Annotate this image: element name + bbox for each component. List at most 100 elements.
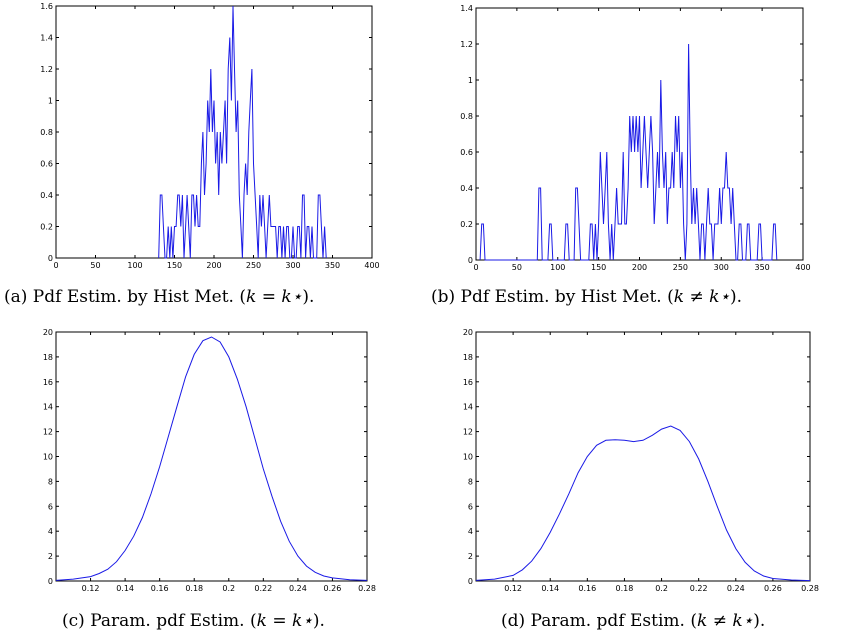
y-tick-label: 2 (468, 552, 473, 561)
x-tick-label: 0.2 (655, 584, 668, 593)
x-tick-label: 100 (550, 263, 565, 272)
y-tick-label: 0.2 (460, 220, 473, 229)
y-tick-label: 8 (48, 477, 53, 486)
y-tick-label: 8 (468, 477, 473, 486)
x-tick-label: 200 (206, 261, 221, 270)
x-tick-label: 0.14 (541, 584, 559, 593)
y-tick-label: 0.4 (460, 184, 473, 193)
x-tick-label: 0.22 (254, 584, 272, 593)
y-tick-label: 0 (468, 256, 473, 265)
x-tick-label: 0.12 (504, 584, 522, 593)
y-tick-label: 1.2 (40, 65, 53, 74)
x-tick-label: 350 (754, 263, 769, 272)
y-tick-label: 2 (48, 552, 53, 561)
x-tick-label: 0 (473, 263, 478, 272)
caption-a-math: k = k⋆ (246, 287, 303, 307)
caption-c-suffix: ). (312, 611, 325, 631)
y-tick-label: 1.4 (40, 34, 53, 43)
y-tick-label: 1.2 (460, 40, 473, 49)
chart-b: 0 50 100 150 200 250 300 350 400 0 0.2 0.4 0.6 0.8 1 1.… (460, 4, 810, 272)
pdf-curve (55, 336, 368, 581)
y-tick-label: 0.8 (460, 112, 473, 121)
caption-c-prefix: (c) Param. pdf Estim. ( (62, 611, 257, 631)
pdf-curve (475, 425, 811, 582)
y-tick-label: 0.2 (40, 223, 53, 232)
x-tick-label: 0.14 (116, 584, 134, 593)
caption-a-prefix: (a) Pdf Estim. by Hist Met. ( (4, 287, 247, 307)
y-tick-label: 18 (43, 353, 53, 362)
y-tick-label: 20 (43, 328, 53, 337)
y-tick-label: 0.6 (460, 148, 473, 157)
y-tick-label: 12 (463, 428, 473, 437)
x-tick-label: 150 (167, 261, 182, 270)
panel-a: 0 50 100 150 200 250 300 350 400 0 0.2 0.4 0.6 0.8 1 1.… (0, 0, 425, 320)
x-tick-label: 0.2 (222, 584, 235, 593)
y-tick-label: 1 (468, 76, 473, 85)
x-tick-label: 250 (673, 263, 688, 272)
y-tick-label: 10 (463, 453, 473, 462)
y-tick-label: 16 (463, 378, 473, 387)
y-tick-label: 10 (43, 453, 53, 462)
y-tick-label: 6 (48, 502, 53, 511)
caption-d-math: k ≠ k⋆ (696, 611, 754, 631)
caption-a-suffix: ). (302, 287, 315, 307)
caption-b-prefix: (b) Pdf Estim. by Hist Met. ( (431, 287, 674, 307)
y-tick-label: 12 (43, 428, 53, 437)
caption-b-suffix: ). (730, 287, 743, 307)
x-tick-label: 350 (325, 261, 340, 270)
chart-c: 0.12 0.14 0.16 0.18 0.2 0.22 0.24 0.26 0.28 0 2 4 6 8… (43, 328, 376, 593)
x-tick-label: 50 (512, 263, 522, 272)
x-tick-label: 100 (127, 261, 142, 270)
chart-d: 0.12 0.14 0.16 0.18 0.2 0.22 0.24 0.26 0.28 0 2 4 6 8… (463, 328, 819, 593)
panel-c: 0.12 0.14 0.16 0.18 0.2 0.22 0.24 0.26 0.28 0 2 4 6 8… (0, 320, 425, 642)
caption-b-math: k ≠ k⋆ (673, 287, 731, 307)
x-tick-label: 0.16 (151, 584, 169, 593)
x-tick-label: 250 (246, 261, 261, 270)
y-tick-label: 0.6 (40, 160, 53, 169)
y-tick-label: 18 (463, 353, 473, 362)
x-tick-label: 0.22 (690, 584, 708, 593)
y-tick-label: 4 (468, 527, 473, 536)
panel-d: 0.12 0.14 0.16 0.18 0.2 0.22 0.24 0.26 0.28 0 2 4 6 8… (425, 320, 851, 642)
caption-d-suffix: ). (753, 611, 766, 631)
plot-frame (475, 331, 811, 582)
y-tick-label: 1 (48, 97, 53, 106)
histogram-trace (158, 5, 327, 259)
y-tick-label: 14 (463, 403, 473, 412)
x-tick-label: 0.18 (616, 584, 634, 593)
x-tick-label: 400 (795, 263, 810, 272)
x-tick-label: 300 (714, 263, 729, 272)
y-tick-label: 0.8 (40, 128, 53, 137)
caption-c-math: k = k⋆ (256, 611, 313, 631)
y-tick-label: 4 (48, 527, 53, 536)
caption-a: (a) Pdf Estim. by Hist Met. (k = k⋆). (4, 287, 314, 307)
x-tick-label: 400 (364, 261, 379, 270)
y-tick-label: 20 (463, 328, 473, 337)
x-tick-label: 0.18 (185, 584, 203, 593)
x-tick-label: 0.16 (578, 584, 596, 593)
y-tick-label: 0.4 (40, 191, 53, 200)
x-tick-label: 0.26 (764, 584, 782, 593)
y-tick-label: 16 (43, 378, 53, 387)
x-tick-label: 0.28 (801, 584, 819, 593)
x-tick-label: 0 (53, 261, 58, 270)
caption-b: (b) Pdf Estim. by Hist Met. (k ≠ k⋆). (431, 287, 742, 307)
x-tick-label: 0.26 (324, 584, 342, 593)
y-tick-label: 1.6 (40, 2, 53, 11)
panel-b: 0 50 100 150 200 250 300 350 400 0 0.2 0.4 0.6 0.8 1 1.… (425, 0, 851, 320)
y-tick-label: 0 (468, 577, 473, 586)
histogram-trace (479, 43, 778, 261)
caption-c: (c) Param. pdf Estim. (k = k⋆). (62, 611, 325, 631)
x-tick-label: 300 (285, 261, 300, 270)
y-tick-label: 6 (468, 502, 473, 511)
caption-d: (d) Param. pdf Estim. (k ≠ k⋆). (501, 611, 765, 631)
y-tick-label: 1.4 (460, 4, 473, 13)
x-tick-label: 200 (632, 263, 647, 272)
plot-frame (55, 331, 368, 582)
x-tick-label: 0.24 (727, 584, 745, 593)
x-tick-label: 50 (90, 261, 100, 270)
x-tick-label: 0.28 (358, 584, 376, 593)
x-tick-label: 0.24 (289, 584, 307, 593)
y-tick-label: 0 (48, 577, 53, 586)
